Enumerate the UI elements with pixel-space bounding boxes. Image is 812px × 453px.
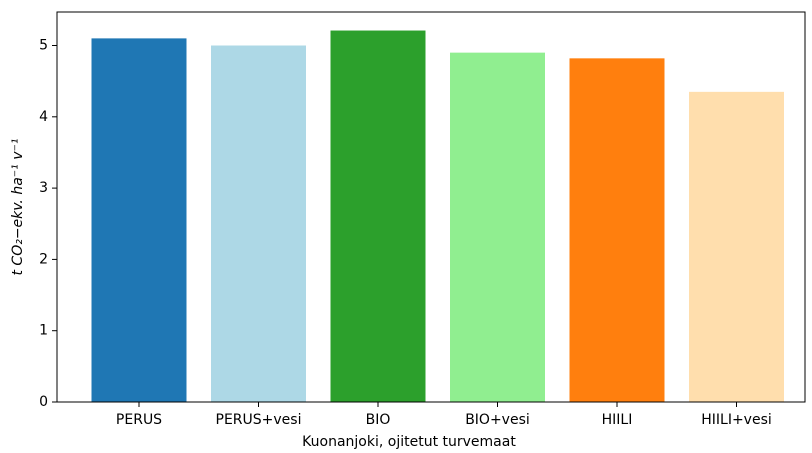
- x-axis-label: Kuonanjoki, ojitetut turvemaat: [302, 434, 516, 450]
- y-axis-label: t CO₂−ekv. ha⁻¹ v⁻¹: [10, 138, 26, 275]
- x-tick-label: HIILI+vesi: [701, 412, 772, 428]
- y-tick-label: 2: [39, 251, 48, 267]
- y-tick-label: 4: [39, 109, 48, 125]
- x-tick-label: BIO: [366, 412, 391, 428]
- y-tick-label: 1: [39, 323, 48, 339]
- x-tick-label: PERUS+vesi: [216, 412, 302, 428]
- x-tick-label: BIO+vesi: [465, 412, 530, 428]
- bar: [569, 58, 665, 403]
- axes-frame: [56, 11, 806, 403]
- y-tick-label: 3: [39, 180, 48, 196]
- bar: [450, 52, 545, 402]
- bar: [330, 30, 426, 403]
- x-tick-label: PERUS: [116, 412, 162, 428]
- bar: [211, 45, 306, 402]
- y-tick-label: 5: [39, 38, 48, 54]
- bar: [689, 91, 784, 402]
- x-tick-label: HIILI: [602, 412, 633, 428]
- y-tick-label: 0: [39, 394, 48, 410]
- bar: [91, 38, 187, 403]
